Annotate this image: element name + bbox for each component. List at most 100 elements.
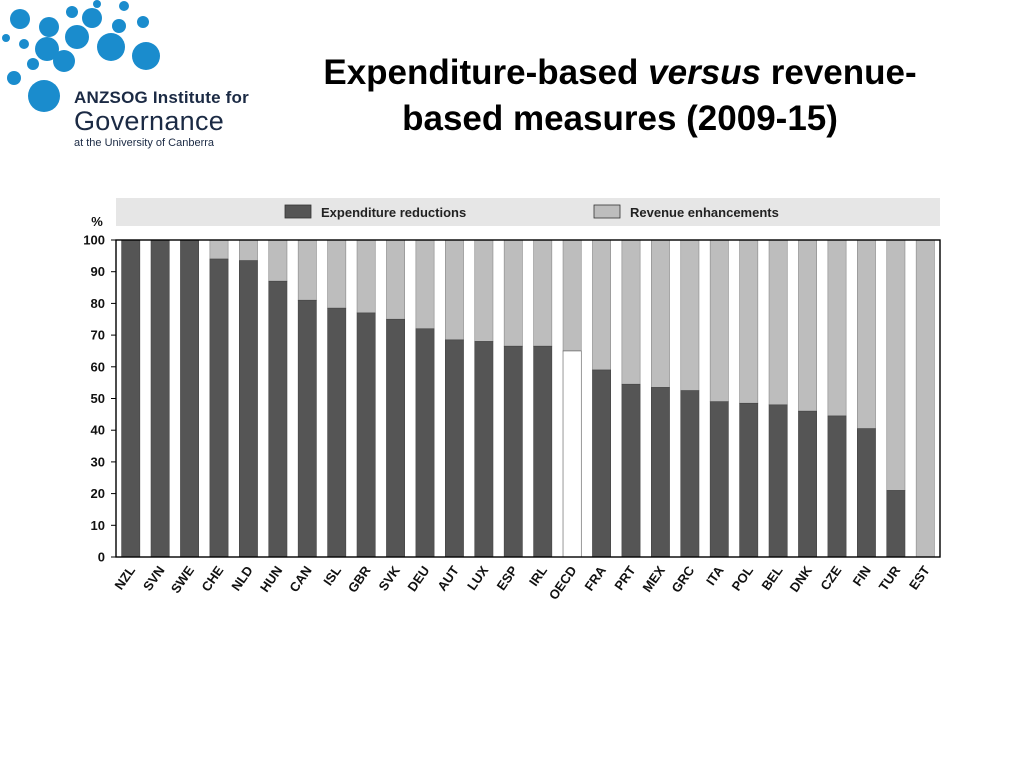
- x-tick-label-est: EST: [906, 563, 933, 592]
- x-tick-label-prt: PRT: [611, 563, 638, 593]
- legend-band: [116, 198, 940, 226]
- x-tick-label-mex: MEX: [639, 563, 668, 595]
- bar-revenue-che: [209, 239, 229, 260]
- plot-frame: [115, 239, 941, 558]
- bar-expenditure-isl: [327, 307, 347, 558]
- bar-expenditure-dnk: [798, 410, 817, 558]
- bar-revenue-gbr: [356, 239, 376, 314]
- bar-revenue-dnk: [798, 239, 817, 412]
- logo-dots-icon: [2, 0, 160, 112]
- bar-revenue-pol: [739, 239, 759, 404]
- bar-revenue-lux: [474, 239, 494, 342]
- x-tick-label-isl: ISL: [320, 563, 344, 588]
- x-tick-label-gbr: GBR: [345, 563, 374, 596]
- bar-expenditure-oecd: [562, 350, 582, 558]
- bar-expenditure-esp: [503, 345, 523, 558]
- bar-expenditure-mex: [651, 387, 670, 558]
- bar-revenue-aut: [445, 239, 464, 341]
- bar-revenue-irl: [533, 239, 553, 347]
- x-tick-label-deu: DEU: [404, 563, 432, 594]
- bar-revenue-fin: [857, 239, 876, 429]
- x-tick-label-nld: NLD: [228, 563, 256, 593]
- logo-line3: at the University of Canberra: [74, 137, 215, 149]
- bar-expenditure-lux: [474, 341, 494, 558]
- bar-expenditure-svn: [150, 239, 170, 558]
- logo-line1: ANZSOG Institute for: [74, 88, 249, 107]
- y-axis-label: %: [91, 214, 103, 229]
- x-tick-label-che: CHE: [198, 563, 226, 594]
- legend-swatch-1: [284, 204, 312, 219]
- x-tick-label-tur: TUR: [876, 563, 904, 594]
- bar-expenditure-fra: [592, 369, 611, 558]
- bar-expenditure-cze: [827, 415, 847, 558]
- x-tick-label-fin: FIN: [850, 563, 874, 589]
- bar-revenue-ita: [709, 239, 729, 402]
- y-tick-label: 80: [91, 296, 105, 311]
- bar-expenditure-fin: [857, 428, 876, 558]
- title-part2: revenue-: [761, 53, 917, 92]
- bar-revenue-fra: [592, 239, 611, 371]
- y-tick-label: 10: [91, 518, 105, 533]
- x-tick-label-irl: IRL: [526, 563, 550, 589]
- x-tick-label-cze: CZE: [817, 563, 844, 593]
- y-tick-label: 20: [91, 486, 105, 501]
- x-tick-label-oecd: OECD: [546, 563, 580, 602]
- logo-line2: Governance: [74, 106, 225, 136]
- bar-expenditure-grc: [680, 390, 700, 558]
- slide-title: Expenditure-based versus revenue- based …: [250, 50, 990, 142]
- x-tick-label-esp: ESP: [494, 563, 521, 593]
- legend-label-1: Expenditure reductions: [321, 205, 466, 220]
- x-tick-label-dnk: DNK: [787, 563, 816, 595]
- bar-revenue-deu: [415, 239, 435, 330]
- bar-revenue-can: [297, 239, 317, 301]
- x-tick-label-grc: GRC: [668, 563, 697, 596]
- bar-expenditure-swe: [180, 239, 199, 558]
- y-tick-label: 50: [91, 391, 105, 406]
- x-tick-label-pol: POL: [729, 563, 757, 594]
- bar-revenue-bel: [768, 239, 788, 406]
- x-tick-label-svn: SVN: [140, 563, 168, 594]
- bar-expenditure-bel: [768, 404, 788, 558]
- bar-revenue-svk: [386, 239, 405, 320]
- bar-expenditure-gbr: [356, 312, 376, 558]
- bar-expenditure-can: [297, 299, 317, 558]
- y-tick-label: 40: [91, 423, 105, 438]
- bar-expenditure-hun: [268, 280, 288, 558]
- bar-revenue-mex: [651, 239, 670, 388]
- y-tick-label: 30: [91, 454, 105, 469]
- title-line2: based measures (2009-15): [402, 99, 838, 138]
- bar-revenue-esp: [503, 239, 523, 347]
- y-tick-label: 100: [83, 233, 105, 248]
- legend-label-2: Revenue enhancements: [630, 205, 779, 220]
- bar-expenditure-pol: [739, 402, 759, 558]
- bar-expenditure-deu: [415, 328, 435, 558]
- x-tick-label-swe: SWE: [168, 563, 197, 596]
- bar-revenue-prt: [621, 239, 641, 385]
- bar-expenditure-svk: [386, 318, 405, 558]
- x-tick-label-svk: SVK: [375, 563, 403, 594]
- bar-expenditure-che: [209, 258, 229, 558]
- bar-revenue-isl: [327, 239, 347, 309]
- x-tick-label-fra: FRA: [581, 563, 609, 594]
- bar-expenditure-irl: [533, 345, 553, 558]
- bar-expenditure-prt: [621, 383, 641, 558]
- x-tick-label-bel: BEL: [758, 563, 785, 593]
- logo: ANZSOG Institute for Governance at the U…: [0, 0, 260, 160]
- bar-revenue-grc: [680, 239, 700, 391]
- bar-expenditure-tur: [886, 490, 906, 558]
- bar-revenue-cze: [827, 239, 847, 417]
- x-tick-label-nzl: NZL: [111, 563, 138, 592]
- bar-revenue-oecd: [562, 239, 582, 352]
- x-tick-label-lux: LUX: [464, 563, 491, 593]
- title-part1: Expenditure-based: [323, 53, 649, 92]
- bar-expenditure-nzl: [121, 239, 141, 558]
- bar-revenue-hun: [268, 239, 288, 282]
- y-tick-label: 60: [91, 359, 105, 374]
- bar-expenditure-ita: [709, 401, 729, 558]
- y-tick-label: 0: [98, 550, 105, 565]
- x-tick-label-hun: HUN: [257, 563, 285, 595]
- x-tick-label-ita: ITA: [703, 563, 727, 588]
- title-italic: versus: [648, 53, 762, 92]
- x-tick-label-can: CAN: [286, 563, 314, 595]
